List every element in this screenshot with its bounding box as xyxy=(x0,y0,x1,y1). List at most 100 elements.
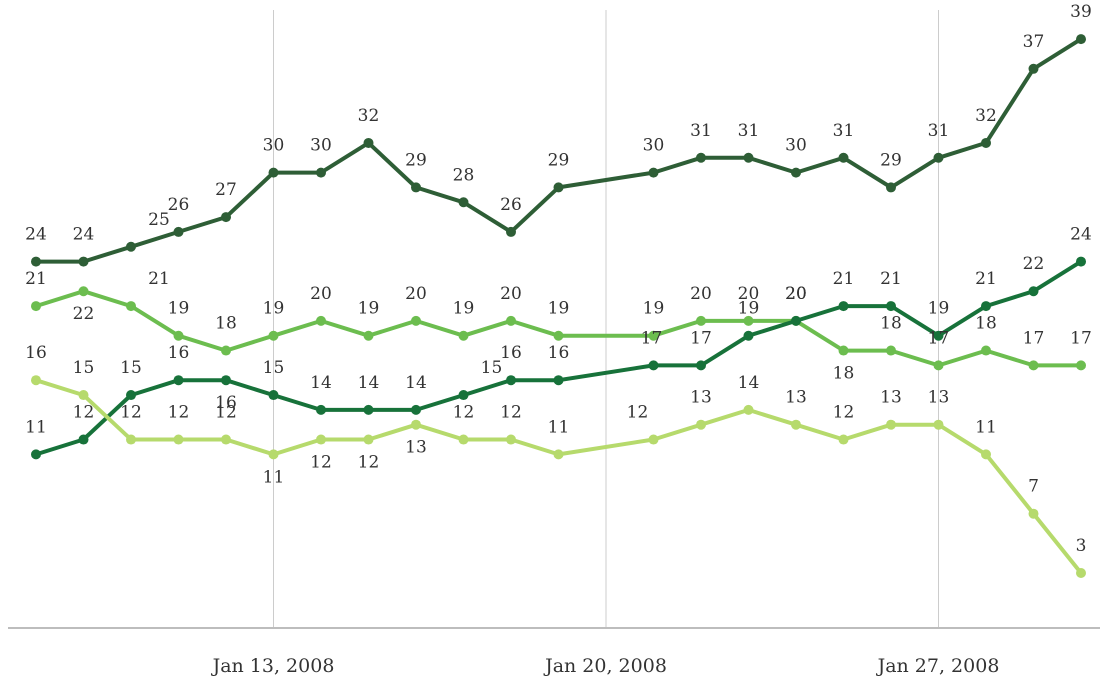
data-point xyxy=(31,301,41,312)
data-point xyxy=(316,404,326,415)
data-label: 29 xyxy=(880,150,902,170)
data-point xyxy=(886,345,896,356)
data-label: 22 xyxy=(1023,254,1045,274)
data-point xyxy=(363,330,374,341)
data-point xyxy=(743,152,754,163)
data-label: 29 xyxy=(405,150,427,170)
data-label: 15 xyxy=(120,358,142,378)
data-label: 32 xyxy=(975,106,997,126)
data-label: 26 xyxy=(168,195,190,215)
data-label: 17 xyxy=(928,328,950,348)
data-point xyxy=(1076,360,1086,371)
data-label: 11 xyxy=(975,417,997,437)
data-label: 30 xyxy=(785,136,807,156)
data-point xyxy=(553,449,564,460)
data-point xyxy=(268,167,279,178)
data-point xyxy=(838,301,849,312)
data-label: 12 xyxy=(168,403,190,423)
data-label: 17 xyxy=(1023,328,1045,348)
data-label: 11 xyxy=(548,417,570,437)
data-label: 17 xyxy=(641,328,663,348)
x-tick-label: Jan 20, 2008 xyxy=(543,655,667,677)
data-point xyxy=(173,226,184,237)
data-label: 18 xyxy=(215,314,237,334)
data-label: 20 xyxy=(500,284,522,304)
data-point xyxy=(1076,34,1086,45)
data-label: 13 xyxy=(785,388,807,408)
data-point xyxy=(126,241,136,252)
data-point xyxy=(268,330,279,341)
data-point xyxy=(363,404,374,415)
data-point xyxy=(31,449,41,460)
data-point xyxy=(696,315,706,326)
data-point xyxy=(78,434,89,445)
data-point xyxy=(553,375,564,386)
data-label: 22 xyxy=(73,304,95,324)
data-label: 3 xyxy=(1076,536,1087,556)
data-label: 30 xyxy=(310,136,332,156)
data-label: 13 xyxy=(405,438,427,458)
data-point xyxy=(981,345,991,356)
data-point xyxy=(791,315,801,326)
data-point xyxy=(553,330,564,341)
data-label: 11 xyxy=(263,467,285,487)
data-label: 20 xyxy=(785,284,807,304)
data-point xyxy=(648,167,659,178)
data-label: 20 xyxy=(310,284,332,304)
series-line-2 xyxy=(34,289,1083,368)
data-point xyxy=(886,182,896,193)
data-label: 15 xyxy=(481,358,503,378)
data-point xyxy=(221,345,231,356)
data-point xyxy=(743,404,754,415)
data-label: 7 xyxy=(1028,477,1039,497)
data-label: 14 xyxy=(310,373,332,393)
data-label: 17 xyxy=(1070,328,1092,348)
data-point xyxy=(363,137,374,148)
data-label: 13 xyxy=(690,388,712,408)
data-label: 15 xyxy=(263,358,285,378)
data-label: 19 xyxy=(738,299,760,319)
data-point xyxy=(1028,63,1039,74)
data-point xyxy=(933,330,944,341)
data-point xyxy=(458,390,469,401)
data-point xyxy=(696,152,706,163)
data-point xyxy=(458,434,469,445)
data-label: 24 xyxy=(1070,225,1092,245)
data-label: 19 xyxy=(643,299,665,319)
data-label: 31 xyxy=(690,121,712,141)
x-axis-ticks: Jan 13, 2008 Jan 20, 2008 Jan 27, 2008 xyxy=(211,655,1000,677)
data-point xyxy=(696,419,706,430)
data-point xyxy=(838,345,849,356)
data-point xyxy=(933,360,944,371)
data-label: 19 xyxy=(453,299,475,319)
data-point xyxy=(981,449,991,460)
data-point xyxy=(221,212,231,223)
data-label: 20 xyxy=(785,284,807,304)
data-point xyxy=(696,360,706,371)
data-label: 16 xyxy=(548,343,570,363)
data-label: 24 xyxy=(73,225,95,245)
data-point xyxy=(506,434,516,445)
data-label: 30 xyxy=(643,136,665,156)
data-point xyxy=(933,152,944,163)
data-point xyxy=(648,434,659,445)
data-label: 21 xyxy=(833,269,855,289)
data-label: 12 xyxy=(453,403,475,423)
data-point xyxy=(506,226,516,237)
data-point xyxy=(1028,286,1039,297)
data-label: 39 xyxy=(1070,2,1092,22)
data-label: 12 xyxy=(310,453,332,473)
data-label: 19 xyxy=(548,299,570,319)
data-point xyxy=(838,152,849,163)
x-tick-label: Jan 27, 2008 xyxy=(876,655,1000,677)
data-label: 19 xyxy=(263,299,285,319)
data-label: 16 xyxy=(215,393,237,413)
data-label: 11 xyxy=(25,417,47,437)
data-label: 31 xyxy=(928,121,950,141)
data-label: 12 xyxy=(500,403,522,423)
data-point xyxy=(506,315,516,326)
data-point xyxy=(553,182,564,193)
series-line-1 xyxy=(34,37,1083,264)
data-label: 18 xyxy=(880,314,902,334)
